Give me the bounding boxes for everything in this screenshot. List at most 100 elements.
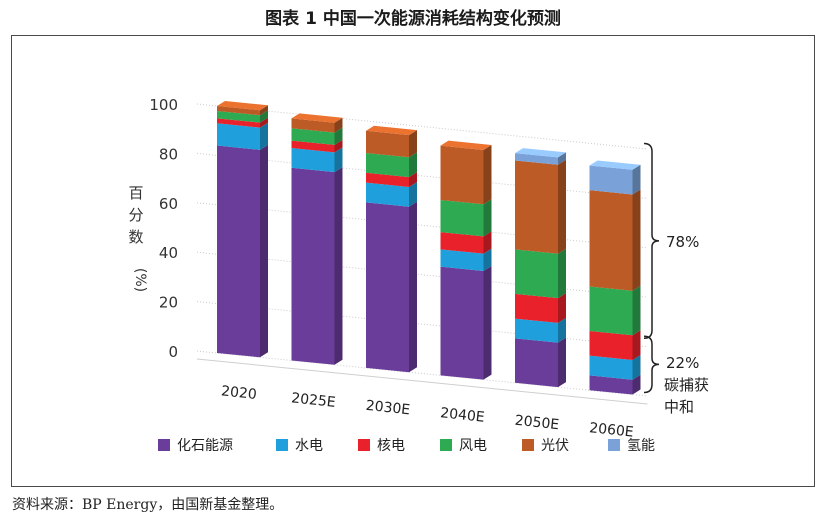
bar-2060E-化石能源 — [589, 375, 633, 395]
svg-text:数: 数 — [128, 228, 143, 246]
x-tick-label-2025E: 2025E — [290, 390, 336, 411]
annotation-sublabel-1-1: 中和 — [664, 398, 694, 416]
bar-side-2050E-核电 — [558, 293, 566, 323]
bar-2040E-核电 — [440, 232, 484, 254]
floor-line — [196, 358, 648, 405]
bar-side-2030E-水电 — [409, 181, 417, 207]
bar-2025E-核电 — [291, 140, 335, 153]
bar-side-2040E-风电 — [483, 199, 492, 237]
chart-title: 图表 1 中国一次能源消耗结构变化预测 — [265, 9, 561, 29]
bar-side-2050E-水电 — [558, 317, 566, 343]
svg-text:分: 分 — [128, 206, 143, 224]
bar-2030E-核电 — [366, 172, 409, 187]
legend-label-核电: 核电 — [377, 438, 405, 454]
bar-2020-水电 — [217, 123, 260, 150]
bar-side-2025E-水电 — [334, 147, 343, 173]
bar-side-2050E-光伏 — [558, 159, 566, 254]
bar-side-2060E-氢能 — [632, 164, 641, 195]
bar-group-2030E — [366, 125, 417, 373]
y-axis-label: 百分数 (%) — [128, 184, 148, 292]
bar-2060E-水电 — [589, 355, 633, 380]
bar-2040E-化石能源 — [440, 266, 484, 380]
bar-2050E-核电 — [515, 293, 558, 323]
bar-side-2060E-风电 — [632, 285, 641, 336]
bar-side-2025E-风电 — [334, 127, 343, 145]
gridline-80 — [196, 152, 648, 199]
x-tick-label-2060E: 2060E — [588, 420, 634, 441]
legend-swatch-水电 — [276, 439, 288, 451]
bar-side-2025E-化石能源 — [334, 167, 343, 365]
legend-swatch-化石能源 — [158, 439, 170, 451]
legend-label-水电: 水电 — [295, 438, 323, 454]
gridline-40 — [196, 251, 648, 298]
bar-side-2050E-化石能源 — [558, 337, 566, 388]
bar-side-2040E-化石能源 — [483, 265, 492, 380]
bar-top-2030E — [366, 125, 417, 136]
bar-side-2030E-化石能源 — [409, 201, 417, 373]
y-tick-label-80: 80 — [159, 145, 178, 163]
bar-group-2040E — [440, 140, 492, 380]
y-tick-label-20: 20 — [159, 294, 178, 312]
svg-text:百: 百 — [128, 184, 143, 202]
bar-2020-风电 — [217, 110, 260, 123]
annotation-brace-0 — [643, 142, 660, 339]
gridline-0 — [196, 350, 648, 397]
bar-top-2025E — [291, 113, 343, 123]
bar-side-2040E-光伏 — [483, 144, 492, 205]
bar-2020-化石能源 — [217, 145, 260, 358]
bar-2060E-光伏 — [589, 190, 633, 291]
bar-2040E-风电 — [440, 199, 484, 237]
bar-2060E-风电 — [589, 286, 633, 336]
y-tick-label-40: 40 — [159, 244, 178, 262]
bar-2025E-光伏 — [291, 118, 335, 133]
bar-side-2060E-水电 — [632, 354, 641, 380]
bar-side-2050E-氢能 — [558, 152, 566, 165]
bar-2030E-化石能源 — [366, 202, 409, 373]
bar-side-2025E-核电 — [334, 139, 343, 153]
bar-top-2020 — [217, 101, 268, 111]
legend-label-风电: 风电 — [459, 438, 487, 454]
bar-side-2030E-光伏 — [409, 130, 417, 158]
bar-2030E-光伏 — [366, 130, 409, 158]
bar-side-2030E-风电 — [409, 152, 417, 178]
bar-2030E-风电 — [366, 153, 409, 178]
y-tick-label-100: 100 — [149, 96, 178, 114]
annotation-brace-1 — [643, 335, 660, 394]
stacked-bar-chart: 0 20 40 60 80 100 百分数 (%) 2020 2025E 2030E 2040E 205… — [128, 96, 709, 454]
chart-frame: 0 20 40 60 80 100 百分数 (%) 2020 2025E 2030E 2040E 205… — [11, 35, 815, 487]
bar-side-2050E-风电 — [558, 248, 566, 299]
bar-group-2025E — [291, 113, 343, 365]
bar-side-2060E-化石能源 — [632, 374, 641, 395]
y-tick-label-60: 60 — [159, 195, 178, 213]
bar-2040E-光伏 — [440, 145, 484, 205]
legend-label-化石能源: 化石能源 — [177, 438, 233, 454]
bar-2050E-光伏 — [515, 160, 558, 254]
bar-side-2020-风电 — [260, 110, 268, 123]
legend: 化石能源 水电 核电 风电 光伏 氢能 — [158, 438, 655, 454]
gridline-60 — [196, 202, 648, 249]
bar-2050E-水电 — [515, 318, 558, 343]
bar-2060E-核电 — [589, 330, 633, 360]
bar-2050E-氢能 — [515, 153, 558, 165]
bar-side-2020-光伏 — [260, 105, 268, 116]
bar-2020-核电 — [217, 118, 260, 128]
y-tick-label-0: 0 — [168, 343, 178, 361]
bar-side-2060E-光伏 — [632, 189, 641, 291]
legend-swatch-光伏 — [522, 439, 534, 451]
bar-2025E-化石能源 — [291, 167, 335, 365]
svg-text:(%): (%) — [132, 268, 148, 292]
x-tick-label-2020: 2020 — [220, 383, 257, 403]
legend-swatch-氢能 — [608, 439, 620, 451]
x-tick-label-2030E: 2030E — [365, 398, 411, 419]
annotation-label-1: 22% — [666, 354, 699, 372]
gridline-20 — [196, 301, 648, 348]
legend-label-氢能: 氢能 — [627, 438, 655, 454]
bar-side-2040E-核电 — [483, 231, 492, 254]
bar-2040E-水电 — [440, 249, 484, 271]
bar-side-2020-水电 — [260, 122, 268, 150]
bar-2025E-风电 — [291, 128, 335, 145]
annotation-sublabel-1-0: 碳捕获 — [664, 376, 709, 394]
bar-side-2060E-核电 — [632, 330, 641, 360]
bar-group-2060E — [589, 160, 641, 395]
bar-side-2030E-核电 — [409, 172, 417, 187]
